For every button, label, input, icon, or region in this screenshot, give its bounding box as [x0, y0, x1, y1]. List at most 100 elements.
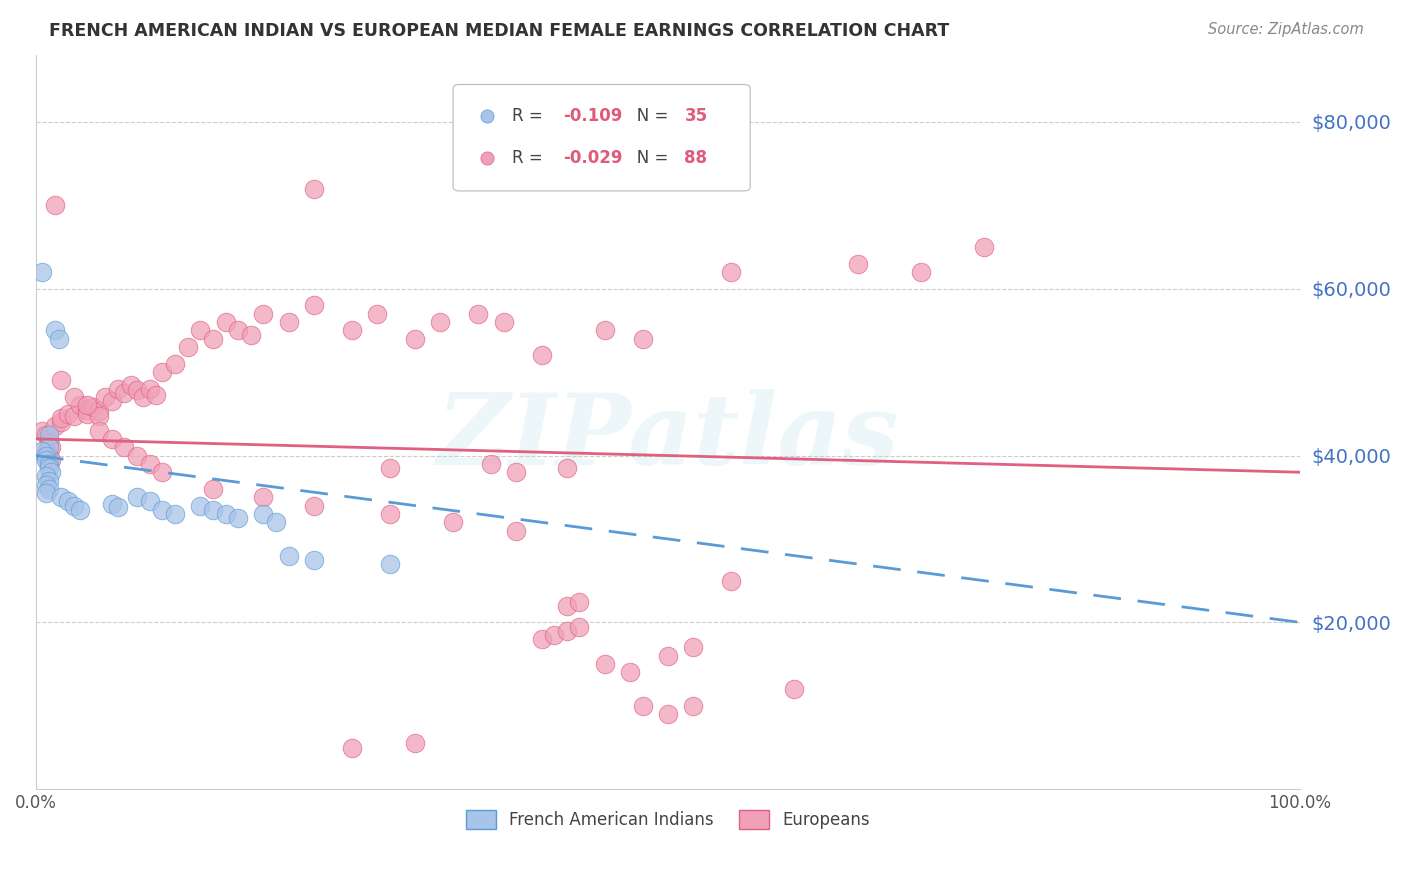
- Point: [35, 444, 58, 458]
- Point: [378, 507, 401, 521]
- Point: [477, 782, 499, 797]
- Point: [555, 624, 578, 638]
- Text: FRENCH AMERICAN INDIAN VS EUROPEAN MEDIAN FEMALE EARNINGS CORRELATION CHART: FRENCH AMERICAN INDIAN VS EUROPEAN MEDIA…: [49, 22, 949, 40]
- Point: [477, 782, 499, 797]
- Point: [492, 315, 515, 329]
- Point: [89, 404, 111, 418]
- Point: [35, 452, 58, 467]
- Point: [94, 390, 117, 404]
- Point: [150, 365, 173, 379]
- Point: [593, 657, 616, 671]
- Text: 35: 35: [685, 107, 707, 125]
- Point: [48, 332, 70, 346]
- Point: [277, 315, 299, 329]
- Point: [543, 628, 565, 642]
- Point: [783, 682, 806, 697]
- Point: [682, 698, 704, 713]
- Point: [378, 557, 401, 571]
- Point: [107, 500, 129, 515]
- Point: [51, 411, 73, 425]
- Point: [555, 599, 578, 613]
- Point: [201, 332, 224, 346]
- Point: [479, 457, 502, 471]
- Point: [302, 298, 325, 312]
- Point: [101, 394, 124, 409]
- Point: [682, 640, 704, 655]
- Text: R =: R =: [513, 107, 548, 125]
- Point: [76, 402, 98, 417]
- Point: [340, 740, 363, 755]
- Text: -0.109: -0.109: [562, 107, 623, 125]
- Point: [846, 257, 869, 271]
- Point: [631, 698, 654, 713]
- Point: [31, 424, 53, 438]
- Point: [76, 407, 98, 421]
- Point: [44, 419, 66, 434]
- Point: [89, 409, 111, 424]
- Point: [150, 502, 173, 516]
- Point: [631, 332, 654, 346]
- Point: [138, 382, 160, 396]
- Point: [441, 516, 464, 530]
- Text: R =: R =: [513, 149, 548, 167]
- Point: [340, 323, 363, 337]
- Point: [226, 323, 249, 337]
- Point: [720, 265, 742, 279]
- Point: [89, 424, 111, 438]
- Point: [239, 327, 262, 342]
- Point: [56, 407, 79, 421]
- Point: [107, 382, 129, 396]
- Point: [125, 384, 148, 398]
- Point: [69, 502, 91, 516]
- Point: [555, 461, 578, 475]
- Point: [404, 332, 426, 346]
- Point: [366, 307, 388, 321]
- Point: [188, 499, 211, 513]
- Point: [51, 415, 73, 429]
- Point: [38, 436, 60, 450]
- Point: [112, 440, 135, 454]
- Point: [226, 511, 249, 525]
- Point: [214, 507, 236, 521]
- Point: [101, 432, 124, 446]
- Text: Source: ZipAtlas.com: Source: ZipAtlas.com: [1208, 22, 1364, 37]
- Point: [568, 594, 591, 608]
- Point: [39, 452, 62, 467]
- Text: 88: 88: [685, 149, 707, 167]
- Point: [150, 465, 173, 479]
- Point: [910, 265, 932, 279]
- Point: [120, 377, 142, 392]
- Point: [44, 198, 66, 212]
- Text: N =: N =: [621, 149, 673, 167]
- Point: [252, 490, 274, 504]
- Point: [35, 449, 58, 463]
- Point: [35, 427, 58, 442]
- Point: [38, 432, 60, 446]
- Point: [720, 574, 742, 588]
- Point: [125, 449, 148, 463]
- Point: [38, 440, 60, 454]
- Point: [302, 553, 325, 567]
- Point: [201, 502, 224, 516]
- Point: [252, 507, 274, 521]
- Point: [63, 390, 86, 404]
- Point: [145, 388, 167, 402]
- Point: [44, 323, 66, 337]
- Text: ZIPatlas: ZIPatlas: [437, 389, 900, 485]
- Point: [76, 399, 98, 413]
- Point: [505, 524, 527, 538]
- Point: [505, 465, 527, 479]
- Point: [188, 323, 211, 337]
- Point: [63, 409, 86, 423]
- Point: [277, 549, 299, 563]
- Point: [378, 461, 401, 475]
- Text: -0.029: -0.029: [562, 149, 623, 167]
- Point: [404, 736, 426, 750]
- Point: [657, 707, 679, 722]
- Point: [39, 440, 62, 454]
- Point: [302, 181, 325, 195]
- Point: [35, 477, 58, 491]
- Point: [82, 400, 104, 414]
- Legend: French American Indians, Europeans: French American Indians, Europeans: [460, 804, 876, 836]
- Point: [568, 619, 591, 633]
